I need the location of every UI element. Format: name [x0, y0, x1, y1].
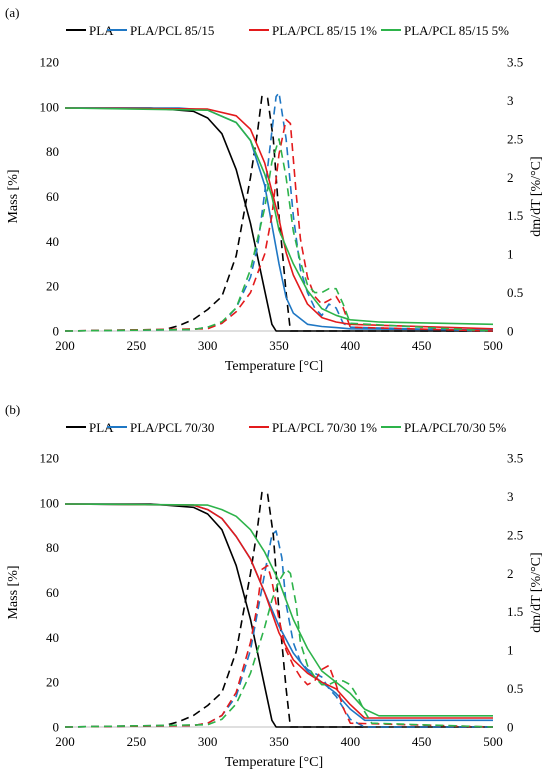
x-tick-label: 200 [55, 734, 75, 749]
series-dmdt-line-2 [64, 118, 494, 332]
legend-entry-0: PLA [89, 420, 114, 435]
panel-label: (a) [5, 5, 19, 20]
series-mass-line-2 [64, 503, 493, 719]
y2-tick-label: 1 [507, 247, 514, 262]
series-mass-line-3 [64, 107, 494, 326]
series-dmdt-line-2 [64, 564, 494, 728]
y2-tick-label: 3 [507, 489, 514, 504]
y2-tick-label: 1 [507, 643, 514, 658]
y2-tick-label: 1.5 [507, 208, 523, 223]
y2-tick-label: 0.5 [507, 285, 523, 300]
x-tick-label: 300 [198, 734, 218, 749]
x-tick-label: 500 [483, 338, 503, 353]
legend-entry-2: PLA/PCL 85/15 1% [272, 23, 377, 38]
panel-label: (b) [5, 402, 20, 417]
series-dmdt-line-1 [64, 91, 494, 332]
x-tick-label: 250 [127, 338, 147, 353]
panel-b: (b) PLA PLA/PCL 70/30 PLA/PCL 70/30 1% PLA/P… [5, 402, 544, 770]
legend-entry-1: PLA/PCL 70/30 [130, 420, 214, 435]
y2-tick-label: 0.5 [507, 681, 523, 696]
x-tick-label: 400 [341, 338, 361, 353]
y-tick-label: 40 [46, 630, 59, 645]
x-tick-label: 350 [269, 734, 289, 749]
y-tick-label: 80 [46, 540, 59, 555]
y-axis-title: Mass [%] [6, 565, 21, 619]
y-tick-label: 100 [40, 99, 60, 114]
y2-tick-label: 0 [507, 324, 514, 339]
y-tick-label: 100 [40, 495, 60, 510]
y-tick-label: 20 [46, 279, 59, 294]
y2-tick-label: 3 [507, 93, 514, 108]
y-tick-label: 0 [53, 324, 60, 339]
x-tick-label: 200 [55, 338, 75, 353]
y2-tick-label: 0 [507, 720, 514, 735]
y2-tick-label: 2.5 [507, 131, 523, 146]
x-axis-title: Temperature [°C] [225, 359, 323, 374]
panel-a: (a) PLA PLA/PCL 85/15 PLA/PCL 85/15 1% PLA/P… [5, 5, 544, 374]
y2-tick-label: 2 [507, 566, 514, 581]
series-mass-line-0 [65, 503, 493, 728]
y-tick-label: 60 [46, 189, 59, 204]
x-tick-label: 450 [412, 734, 432, 749]
series-dmdt-line-0 [64, 491, 493, 728]
legend-entry-1: PLA/PCL 85/15 [130, 23, 214, 38]
x-tick-label: 400 [341, 734, 361, 749]
x-tick-label: 350 [269, 338, 289, 353]
y2-axis-title: dm/dT [%/°C] [529, 552, 544, 632]
y2-tick-label: 2 [507, 170, 514, 185]
legend-entry-3: PLA/PCL 85/15 5% [404, 23, 509, 38]
series-mass-line-3 [64, 503, 493, 717]
y-tick-label: 120 [40, 451, 60, 466]
y-axis-title: Mass [%] [6, 169, 21, 223]
y2-tick-label: 1.5 [507, 604, 523, 619]
y-tick-label: 60 [46, 585, 59, 600]
y2-tick-label: 3.5 [507, 451, 523, 466]
y-tick-label: 40 [46, 234, 59, 249]
x-tick-label: 500 [483, 734, 503, 749]
legend-entry-3: PLA/PCL70/30 5% [404, 420, 506, 435]
x-tick-label: 300 [198, 338, 218, 353]
series-dmdt-line-0 [64, 95, 493, 332]
y2-tick-label: 2.5 [507, 527, 523, 542]
y2-axis-title: dm/dT [%/°C] [529, 156, 544, 236]
legend-entry-0: PLA [89, 23, 114, 38]
series-dmdt-line-3 [64, 138, 494, 332]
y2-tick-label: 3.5 [507, 55, 523, 70]
y-tick-label: 120 [40, 55, 60, 70]
y-tick-label: 80 [46, 144, 59, 159]
y-tick-label: 20 [46, 675, 59, 690]
x-axis-title: Temperature [°C] [225, 755, 323, 770]
x-tick-label: 450 [412, 338, 432, 353]
legend-entry-2: PLA/PCL 70/30 1% [272, 420, 377, 435]
y-tick-label: 0 [53, 720, 60, 735]
series-dmdt-line-3 [64, 568, 494, 728]
x-tick-label: 250 [127, 734, 147, 749]
series-mass-line-2 [64, 107, 494, 330]
series-dmdt-line-1 [64, 530, 493, 728]
